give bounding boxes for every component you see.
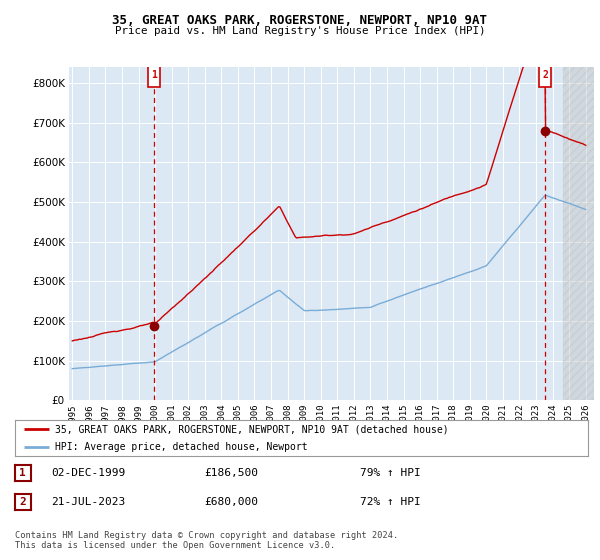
FancyBboxPatch shape (148, 63, 160, 87)
Text: 79% ↑ HPI: 79% ↑ HPI (360, 468, 421, 478)
Text: 21-JUL-2023: 21-JUL-2023 (51, 497, 125, 507)
Text: £680,000: £680,000 (204, 497, 258, 507)
Bar (563, 67, 594, 400)
Text: 2: 2 (19, 497, 26, 507)
Text: 72% ↑ HPI: 72% ↑ HPI (360, 497, 421, 507)
Text: 1: 1 (19, 468, 26, 478)
Text: Contains HM Land Registry data © Crown copyright and database right 2024.
This d: Contains HM Land Registry data © Crown c… (15, 531, 398, 550)
Text: 35, GREAT OAKS PARK, ROGERSTONE, NEWPORT, NP10 9AT (detached house): 35, GREAT OAKS PARK, ROGERSTONE, NEWPORT… (55, 424, 449, 434)
Text: HPI: Average price, detached house, Newport: HPI: Average price, detached house, Newp… (55, 442, 308, 452)
Text: Price paid vs. HM Land Registry's House Price Index (HPI): Price paid vs. HM Land Registry's House … (115, 26, 485, 36)
Text: 2: 2 (542, 70, 548, 80)
FancyBboxPatch shape (539, 63, 551, 87)
Text: 1: 1 (151, 70, 157, 80)
Text: 35, GREAT OAKS PARK, ROGERSTONE, NEWPORT, NP10 9AT: 35, GREAT OAKS PARK, ROGERSTONE, NEWPORT… (113, 14, 487, 27)
Text: 02-DEC-1999: 02-DEC-1999 (51, 468, 125, 478)
Text: £186,500: £186,500 (204, 468, 258, 478)
